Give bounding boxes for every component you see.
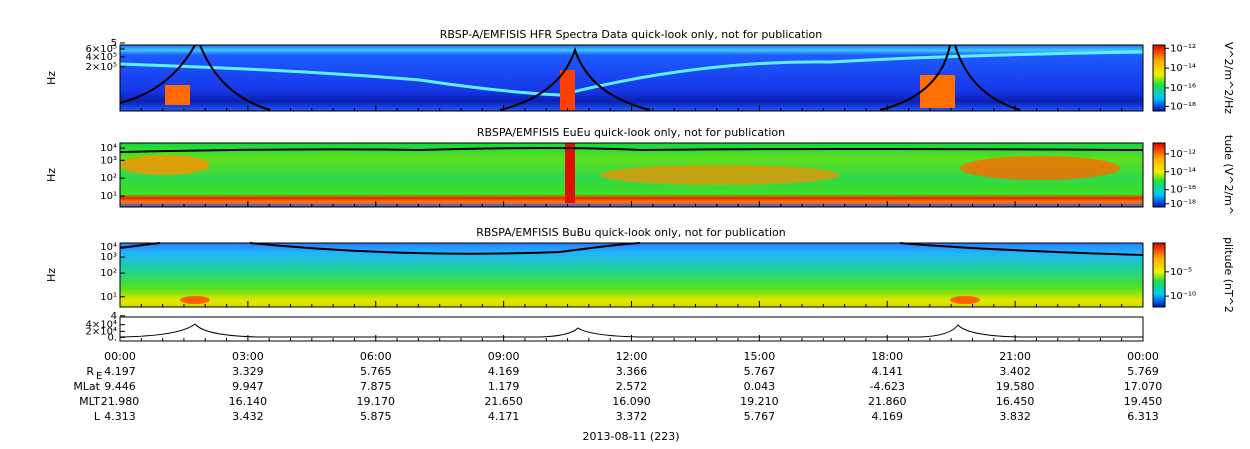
panel-title: RBSPA/EMFISIS BuBu quick-look only, not … [476,226,786,239]
ephemeris-value: 5.875 [360,410,392,423]
colorbar-label: V^2/m^2/Hz [1222,42,1235,114]
ephemeris-value: 16.140 [229,395,268,408]
ephemeris-value: 3.366 [616,365,648,378]
ephemeris-value: 19.210 [740,395,779,408]
ephemeris-value: 9.947 [232,380,264,393]
ephemeris-value: 3.329 [232,365,264,378]
ephemeris-value: 2.572 [616,380,648,393]
y-tick-label: 10³ [100,155,117,166]
ephemeris-value: 21.980 [101,395,140,408]
ephemeris-value: 16.090 [612,395,651,408]
ephemeris-value: 9.446 [104,380,136,393]
colorbar-tick-label: 10⁻¹⁴ [1170,167,1196,178]
ephemeris-value: 5.767 [744,410,776,423]
y-tick-label: 6×10⁵ [86,44,117,55]
row-label: MLT [79,395,100,408]
ephemeris-value: -4.623 [870,380,905,393]
colorbar-tick-label: 10⁻¹⁸ [1170,199,1196,210]
ephemeris-value: 5.767 [744,365,776,378]
x-tick-label: 18:00 [871,350,903,363]
ephemeris-value: 19.450 [1124,395,1163,408]
ephemeris-value: 3.432 [232,410,264,423]
colorbar [1152,142,1166,208]
colorbar-label: plitude (nT^2 [1222,237,1235,313]
panel-title: RBSPA/EMFISIS EuEu quick-look only, not … [477,126,785,139]
y-axis-label: Hz [45,268,58,282]
row-label-sub: E [96,371,102,382]
colorbar-tick-label: 10⁻¹⁶ [1170,185,1196,196]
y-tick-label: 4×10⁵ [86,52,117,63]
x-tick-label: 09:00 [488,350,520,363]
date-label: 2013-08-11 (223) [582,430,679,443]
ephemeris-value: 4.169 [872,410,904,423]
panel-title: RBSP-A/EMFISIS HFR Spectra Data quick-lo… [440,28,823,41]
ephemeris-value: 21.860 [868,395,907,408]
colorbar-tick-label: 10⁻⁵ [1170,267,1192,278]
x-tick-label: 00:00 [104,350,136,363]
y-tick-label: 10² [100,268,117,279]
colorbar-tick-label: 10⁻¹⁶ [1170,83,1196,94]
y-tick-label: 4 [111,311,117,322]
ephemeris-value: 16.450 [996,395,1035,408]
y-tick-label: 2×10⁴ [86,326,117,337]
x-tick-label: 06:00 [360,350,392,363]
colorbar-tick-label: 10⁻¹⁰ [1170,291,1196,302]
y-tick-label: 2×10⁵ [86,62,117,73]
colorbar-tick-label: 10⁻¹⁸ [1170,101,1196,112]
ephemeris-value: 7.875 [360,380,392,393]
x-tick-label: 00:00 [1127,350,1159,363]
spectrogram [119,45,1144,307]
ephemeris-value: 6.313 [1127,410,1159,423]
colorbar-tick-label: 10⁻¹² [1170,43,1196,54]
ephemeris-value: 4.171 [488,410,520,423]
row-label: MLat [73,380,100,393]
ephemeris-value: 19.170 [357,395,396,408]
colorbar-tick-label: 10⁻¹⁴ [1170,63,1196,74]
colorbar [1152,44,1166,112]
y-tick-label: 0. [107,332,117,343]
x-tick-label: 21:00 [999,350,1031,363]
colorbar-label: tude (V^2/m^ [1222,135,1235,215]
ephemeris-value: 19.580 [996,380,1035,393]
y-axis-label: Hz [45,168,58,182]
ephemeris-value: 21.650 [484,395,523,408]
ephemeris-value: 0.043 [744,380,776,393]
ephemeris-value: 4.197 [104,365,136,378]
ephemeris-value: 4.169 [488,365,520,378]
row-label: L [94,410,101,423]
x-tick-label: 15:00 [744,350,776,363]
y-tick-label: 10¹ [100,191,117,202]
ephemeris-value: 3.832 [999,410,1031,423]
ephemeris-value: 5.769 [1127,365,1159,378]
plasmapause-curves [119,44,1144,338]
ephemeris-value: 3.372 [616,410,648,423]
y-tick-label: 10³ [100,252,117,263]
y-tick-label: 10⁴ [100,242,117,253]
ephemeris-value: 5.765 [360,365,392,378]
y-axis-label: Hz [45,71,58,85]
y-tick-label: 5 [111,38,117,49]
x-tick-label: 03:00 [232,350,264,363]
ephemeris-value: 4.313 [104,410,136,423]
colorbar [1152,242,1166,308]
ephemeris-value: 4.141 [872,365,904,378]
y-tick-label: 10¹ [100,292,117,303]
y-tick-label: 4×10⁴ [86,320,117,331]
row-label: R [86,365,94,378]
colorbar-tick-label: 10⁻¹² [1170,149,1196,160]
x-tick-label: 12:00 [616,350,648,363]
y-tick-label: 10⁴ [100,143,117,154]
ephemeris-value: 3.402 [999,365,1031,378]
ephemeris-value: 1.179 [488,380,520,393]
y-tick-label: 10² [100,173,117,184]
ephemeris-value: 17.070 [1124,380,1163,393]
